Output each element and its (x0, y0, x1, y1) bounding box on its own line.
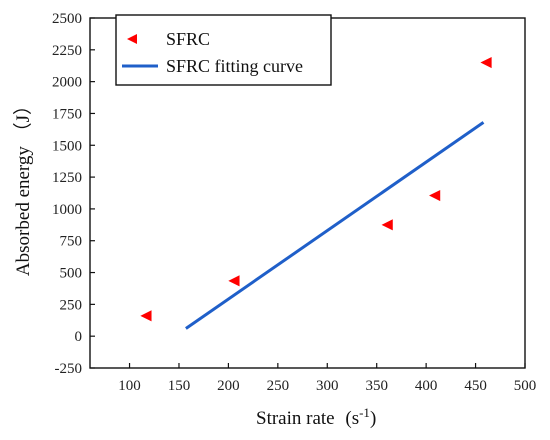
y-tick-label: 1000 (52, 202, 82, 218)
y-tick-label: 1250 (52, 170, 82, 186)
fitting-curve (185, 121, 485, 330)
y-tick-label: -250 (55, 361, 83, 377)
y-tick-label: 2250 (52, 43, 82, 59)
x-tick-label: 350 (365, 378, 388, 394)
y-tick-label: 250 (60, 297, 83, 313)
y-axis-label: Absorbed energy （J） (12, 96, 34, 276)
legend-label-sfrc: SFRC (166, 29, 210, 49)
sfrc-point (429, 189, 441, 202)
x-tick-label: 100 (118, 378, 141, 394)
x-axis-ticks: 100 150 200 250 300 350 400 450 500 (118, 363, 536, 394)
y-tick-label: 2000 (52, 75, 82, 91)
x-tick-label: 250 (267, 378, 290, 394)
sfrc-point (381, 219, 393, 231)
x-tick-label: 450 (464, 378, 487, 394)
y-tick-label: 0 (75, 329, 83, 345)
y-tick-label: 1500 (52, 138, 82, 154)
y-tick-label: 750 (60, 234, 83, 250)
x-tick-label: 500 (514, 378, 537, 394)
x-axis-label-unit-sup: -1 (359, 405, 370, 420)
legend-marker-sfrc (127, 34, 137, 44)
sfrc-point (228, 275, 240, 287)
x-axis-label: Strain rate (s-1) (256, 405, 376, 429)
y-tick-label: 1750 (52, 106, 82, 122)
sfrc-point (480, 56, 492, 69)
x-tick-label: 200 (217, 378, 240, 394)
legend: SFRC SFRC fitting curve (115, 14, 332, 86)
x-axis-label-open-paren: ( (345, 408, 351, 429)
sfrc-point (140, 310, 152, 322)
sfrc-points (140, 56, 492, 322)
x-tick-label: 400 (415, 378, 438, 394)
x-axis-label-unit: s (352, 408, 359, 429)
legend-box (115, 14, 332, 86)
fitting-curve-line (185, 121, 485, 330)
x-tick-label: 150 (168, 378, 191, 394)
y-tick-label: 500 (60, 266, 83, 282)
y-axis-ticks: -250 0 250 500 750 1000 1250 1500 1750 2000 2250 25… (52, 11, 95, 377)
y-tick-label: 2500 (52, 11, 82, 27)
x-axis-label-text: Strain rate (256, 408, 335, 429)
x-axis-label-close-paren: ) (370, 408, 376, 429)
legend-label-fitting: SFRC fitting curve (166, 56, 303, 76)
x-tick-label: 300 (316, 378, 339, 394)
